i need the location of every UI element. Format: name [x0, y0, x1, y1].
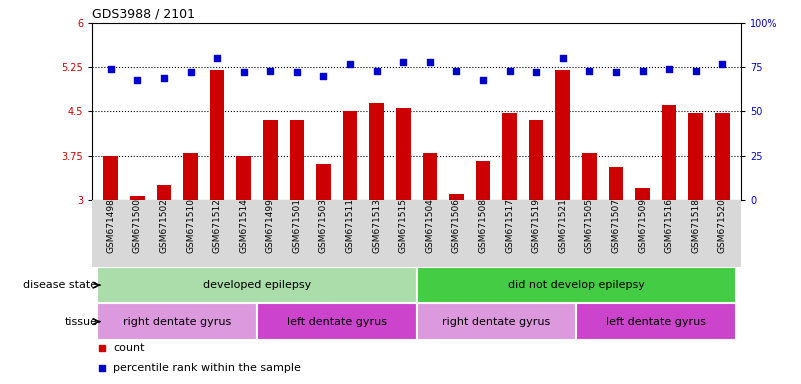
Bar	[417, 303, 576, 340]
Point	[158, 75, 171, 81]
Text: left dentate gyrus: left dentate gyrus	[287, 316, 387, 327]
Text: GDS3988 / 2101: GDS3988 / 2101	[92, 7, 195, 20]
Bar	[635, 188, 650, 200]
Text: developed epilepsy: developed epilepsy	[203, 280, 311, 290]
Bar	[369, 103, 384, 200]
Point	[636, 68, 649, 74]
Point	[450, 68, 463, 74]
Point	[370, 68, 383, 74]
Bar	[157, 185, 171, 200]
Text: right dentate gyrus: right dentate gyrus	[123, 316, 231, 327]
Bar	[396, 108, 411, 200]
Text: percentile rank within the sample: percentile rank within the sample	[113, 363, 300, 373]
Point	[264, 68, 276, 74]
Bar	[662, 106, 676, 200]
Point	[610, 70, 622, 76]
Bar	[257, 303, 417, 340]
Bar	[576, 303, 735, 340]
Text: tissue: tissue	[64, 316, 98, 327]
Point	[237, 70, 250, 76]
Point	[690, 68, 702, 74]
Point	[662, 66, 675, 72]
Bar	[417, 267, 735, 303]
Point	[211, 55, 223, 61]
Point	[557, 55, 570, 61]
Bar	[343, 111, 357, 200]
Bar	[289, 120, 304, 200]
Bar	[130, 195, 145, 200]
Bar	[502, 113, 517, 200]
Point	[716, 61, 729, 67]
Bar	[609, 167, 623, 200]
Text: left dentate gyrus: left dentate gyrus	[606, 316, 706, 327]
Bar	[183, 152, 198, 200]
Point	[583, 68, 596, 74]
Bar	[688, 113, 703, 200]
Point	[131, 76, 143, 83]
Bar	[103, 156, 118, 200]
Bar	[715, 113, 730, 200]
Text: did not develop epilepsy: did not develop epilepsy	[508, 280, 645, 290]
Point	[317, 73, 330, 79]
Bar	[529, 120, 544, 200]
Text: disease state: disease state	[23, 280, 98, 290]
Point	[503, 68, 516, 74]
Bar	[98, 267, 417, 303]
Point	[529, 70, 542, 76]
Bar	[555, 70, 570, 200]
Bar	[210, 70, 224, 200]
Bar	[98, 303, 257, 340]
Bar	[316, 164, 331, 200]
Bar	[582, 152, 597, 200]
Point	[396, 59, 409, 65]
Text: right dentate gyrus: right dentate gyrus	[442, 316, 550, 327]
Bar	[422, 152, 437, 200]
Text: count: count	[113, 343, 144, 353]
Bar	[476, 161, 490, 200]
Point	[95, 345, 108, 351]
Point	[477, 76, 489, 83]
Point	[95, 365, 108, 371]
Point	[184, 70, 197, 76]
Bar	[263, 120, 278, 200]
Point	[344, 61, 356, 67]
Bar	[236, 156, 251, 200]
Point	[104, 66, 117, 72]
Bar	[449, 194, 464, 200]
Point	[291, 70, 304, 76]
Point	[424, 59, 437, 65]
